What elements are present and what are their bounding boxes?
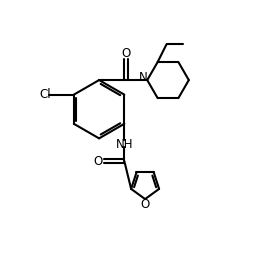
Text: O: O: [140, 198, 150, 211]
Text: O: O: [121, 47, 130, 60]
Text: Cl: Cl: [39, 88, 51, 101]
Text: O: O: [94, 155, 103, 168]
Text: N: N: [139, 70, 148, 84]
Text: NH: NH: [116, 138, 133, 150]
